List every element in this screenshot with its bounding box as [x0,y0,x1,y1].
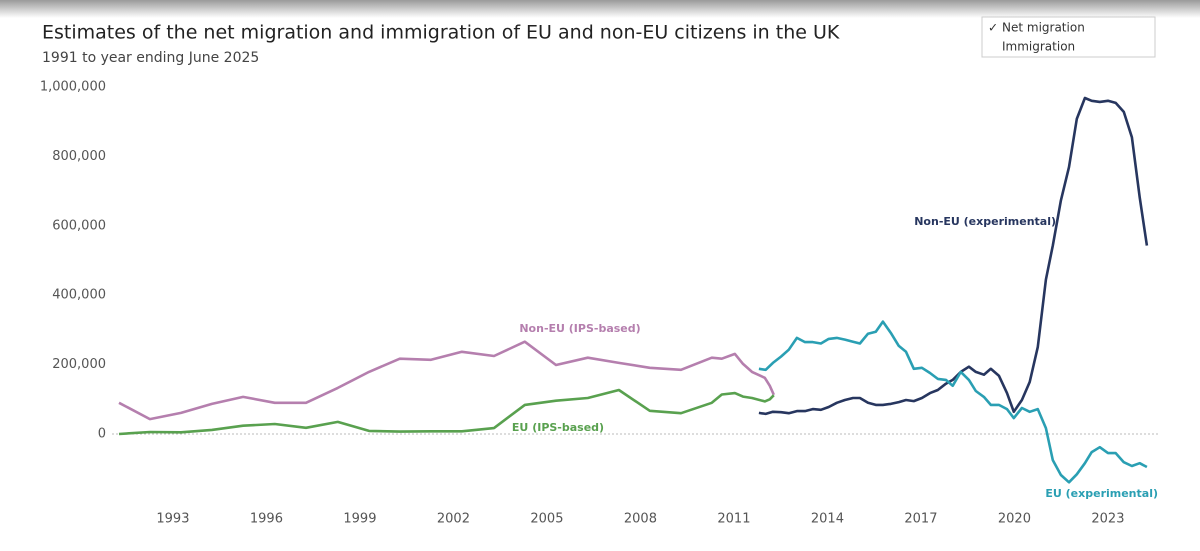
chart-subtitle: 1991 to year ending June 2025 [42,50,259,66]
x-tick-label: 2017 [904,512,937,527]
x-tick-label: 2002 [437,512,470,527]
measure-menu[interactable]: ✓ Net migration Immigration [981,16,1156,58]
series-line [758,320,1148,484]
series-label: Non-EU (experimental) [914,215,1056,228]
x-tick-label: 2008 [624,512,657,527]
check-mark: ✓ [988,21,998,35]
x-tick-label: 2011 [717,512,750,527]
x-tick-label: 2023 [1091,512,1124,527]
y-tick-label: 0 [98,427,106,442]
y-tick-label: 400,000 [52,288,106,303]
series-line [118,388,775,436]
x-tick-label: 1993 [156,512,189,527]
chart-title: Estimates of the net migration and immig… [42,22,840,44]
x-tick-label: 2014 [811,512,844,527]
y-tick-label: 800,000 [52,149,106,164]
series-line [118,340,775,421]
menu-option[interactable]: Immigration [1002,40,1075,54]
menu-option[interactable]: Net migration [1002,21,1085,35]
x-tick-label: 2005 [530,512,563,527]
series-label: EU (IPS-based) [512,421,604,434]
y-tick-label: 600,000 [52,218,106,233]
x-tick-label: 2020 [998,512,1031,527]
y-tick-label: 200,000 [52,357,106,372]
series-label: EU (experimental) [1045,487,1158,500]
series-label: Non-EU (IPS-based) [519,322,640,335]
top-shadow [0,0,1200,18]
series-line [758,96,1149,416]
x-tick-label: 1999 [343,512,376,527]
menu-box [981,16,1156,58]
y-tick-label: 1,000,000 [40,79,106,94]
x-tick-label: 1996 [250,512,283,527]
